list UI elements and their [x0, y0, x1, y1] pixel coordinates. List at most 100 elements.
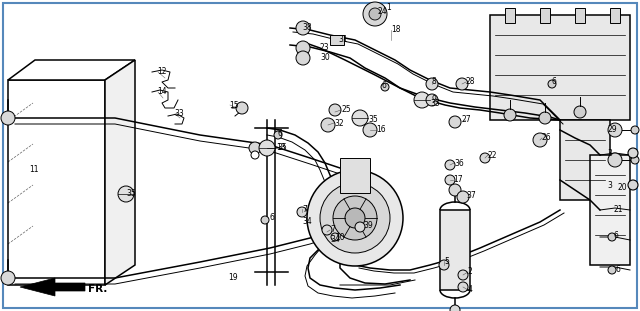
Circle shape: [574, 106, 586, 118]
Text: 5: 5: [444, 257, 449, 266]
Bar: [505, 8, 515, 23]
Circle shape: [533, 133, 547, 147]
Text: 34: 34: [330, 235, 340, 244]
Circle shape: [456, 78, 468, 90]
Circle shape: [504, 109, 516, 121]
Text: 28: 28: [466, 77, 476, 86]
Text: 15: 15: [229, 100, 239, 109]
Bar: [540, 8, 550, 23]
Circle shape: [297, 207, 307, 217]
Bar: [330, 35, 344, 45]
Bar: [440, 210, 470, 290]
Text: 3: 3: [607, 148, 612, 157]
Text: 18: 18: [391, 26, 401, 35]
Text: 38: 38: [302, 24, 312, 33]
Bar: [610, 8, 620, 23]
Circle shape: [259, 140, 275, 156]
Text: 12: 12: [157, 67, 166, 77]
Bar: [560, 120, 610, 200]
Circle shape: [449, 116, 461, 128]
Text: 29: 29: [607, 126, 616, 134]
Text: 35: 35: [126, 189, 136, 198]
Text: 2: 2: [468, 267, 473, 276]
Circle shape: [458, 270, 468, 280]
Text: 39: 39: [363, 220, 372, 230]
Circle shape: [321, 118, 335, 132]
Polygon shape: [105, 60, 135, 285]
Text: 1: 1: [386, 3, 391, 12]
Bar: [490, 15, 630, 120]
Circle shape: [251, 151, 259, 159]
Text: 26: 26: [542, 133, 552, 142]
Bar: [575, 8, 585, 23]
Bar: [340, 158, 370, 193]
Circle shape: [118, 186, 134, 202]
Text: 8: 8: [432, 77, 436, 86]
Circle shape: [445, 160, 455, 170]
Text: 35: 35: [277, 143, 287, 152]
Text: 34: 34: [302, 217, 312, 226]
Text: 6: 6: [551, 77, 556, 86]
Circle shape: [445, 175, 455, 185]
Text: 22: 22: [488, 151, 497, 160]
Circle shape: [548, 80, 556, 88]
Text: 21: 21: [614, 206, 623, 215]
Text: 6: 6: [382, 81, 387, 90]
Circle shape: [608, 233, 616, 241]
Circle shape: [457, 191, 469, 203]
Text: 14: 14: [157, 87, 166, 96]
Circle shape: [355, 222, 365, 232]
Circle shape: [608, 123, 622, 137]
Circle shape: [307, 170, 403, 266]
Circle shape: [631, 156, 639, 164]
Circle shape: [608, 153, 622, 167]
Text: 6: 6: [269, 213, 274, 222]
Text: 16: 16: [376, 126, 386, 134]
Polygon shape: [8, 80, 105, 285]
Text: 4: 4: [468, 285, 473, 295]
Text: 6: 6: [277, 128, 282, 137]
Circle shape: [480, 153, 490, 163]
Circle shape: [352, 110, 368, 126]
Circle shape: [539, 112, 551, 124]
Text: 11: 11: [29, 165, 38, 174]
Polygon shape: [20, 278, 85, 296]
Circle shape: [274, 131, 282, 139]
Text: 7: 7: [302, 205, 307, 213]
Text: 35: 35: [430, 99, 440, 108]
Circle shape: [296, 41, 310, 55]
Circle shape: [331, 233, 339, 241]
Circle shape: [458, 282, 468, 292]
Text: 31: 31: [338, 35, 348, 44]
Text: 25: 25: [341, 105, 351, 114]
Circle shape: [320, 183, 390, 253]
Text: 3: 3: [607, 180, 612, 189]
Circle shape: [322, 225, 332, 235]
Circle shape: [426, 78, 438, 90]
Circle shape: [608, 266, 616, 274]
Circle shape: [628, 180, 638, 190]
Text: 6: 6: [614, 230, 619, 239]
Circle shape: [414, 92, 430, 108]
Text: 9: 9: [432, 95, 437, 104]
Circle shape: [381, 83, 389, 91]
Bar: [590, 155, 630, 265]
Circle shape: [439, 260, 449, 270]
Text: FR.: FR.: [88, 284, 108, 294]
Text: 36: 36: [454, 159, 464, 168]
Circle shape: [450, 305, 460, 311]
Text: 30: 30: [320, 53, 330, 63]
Circle shape: [333, 196, 377, 240]
Text: 37: 37: [466, 191, 476, 199]
Text: 17: 17: [453, 175, 463, 184]
Circle shape: [345, 208, 365, 228]
Text: 10: 10: [335, 233, 344, 242]
Circle shape: [296, 51, 310, 65]
Circle shape: [1, 111, 15, 125]
Text: 6: 6: [615, 266, 620, 275]
Circle shape: [261, 216, 269, 224]
Circle shape: [296, 21, 310, 35]
Text: 27: 27: [462, 115, 472, 124]
Circle shape: [329, 104, 341, 116]
Text: 35: 35: [368, 115, 378, 124]
